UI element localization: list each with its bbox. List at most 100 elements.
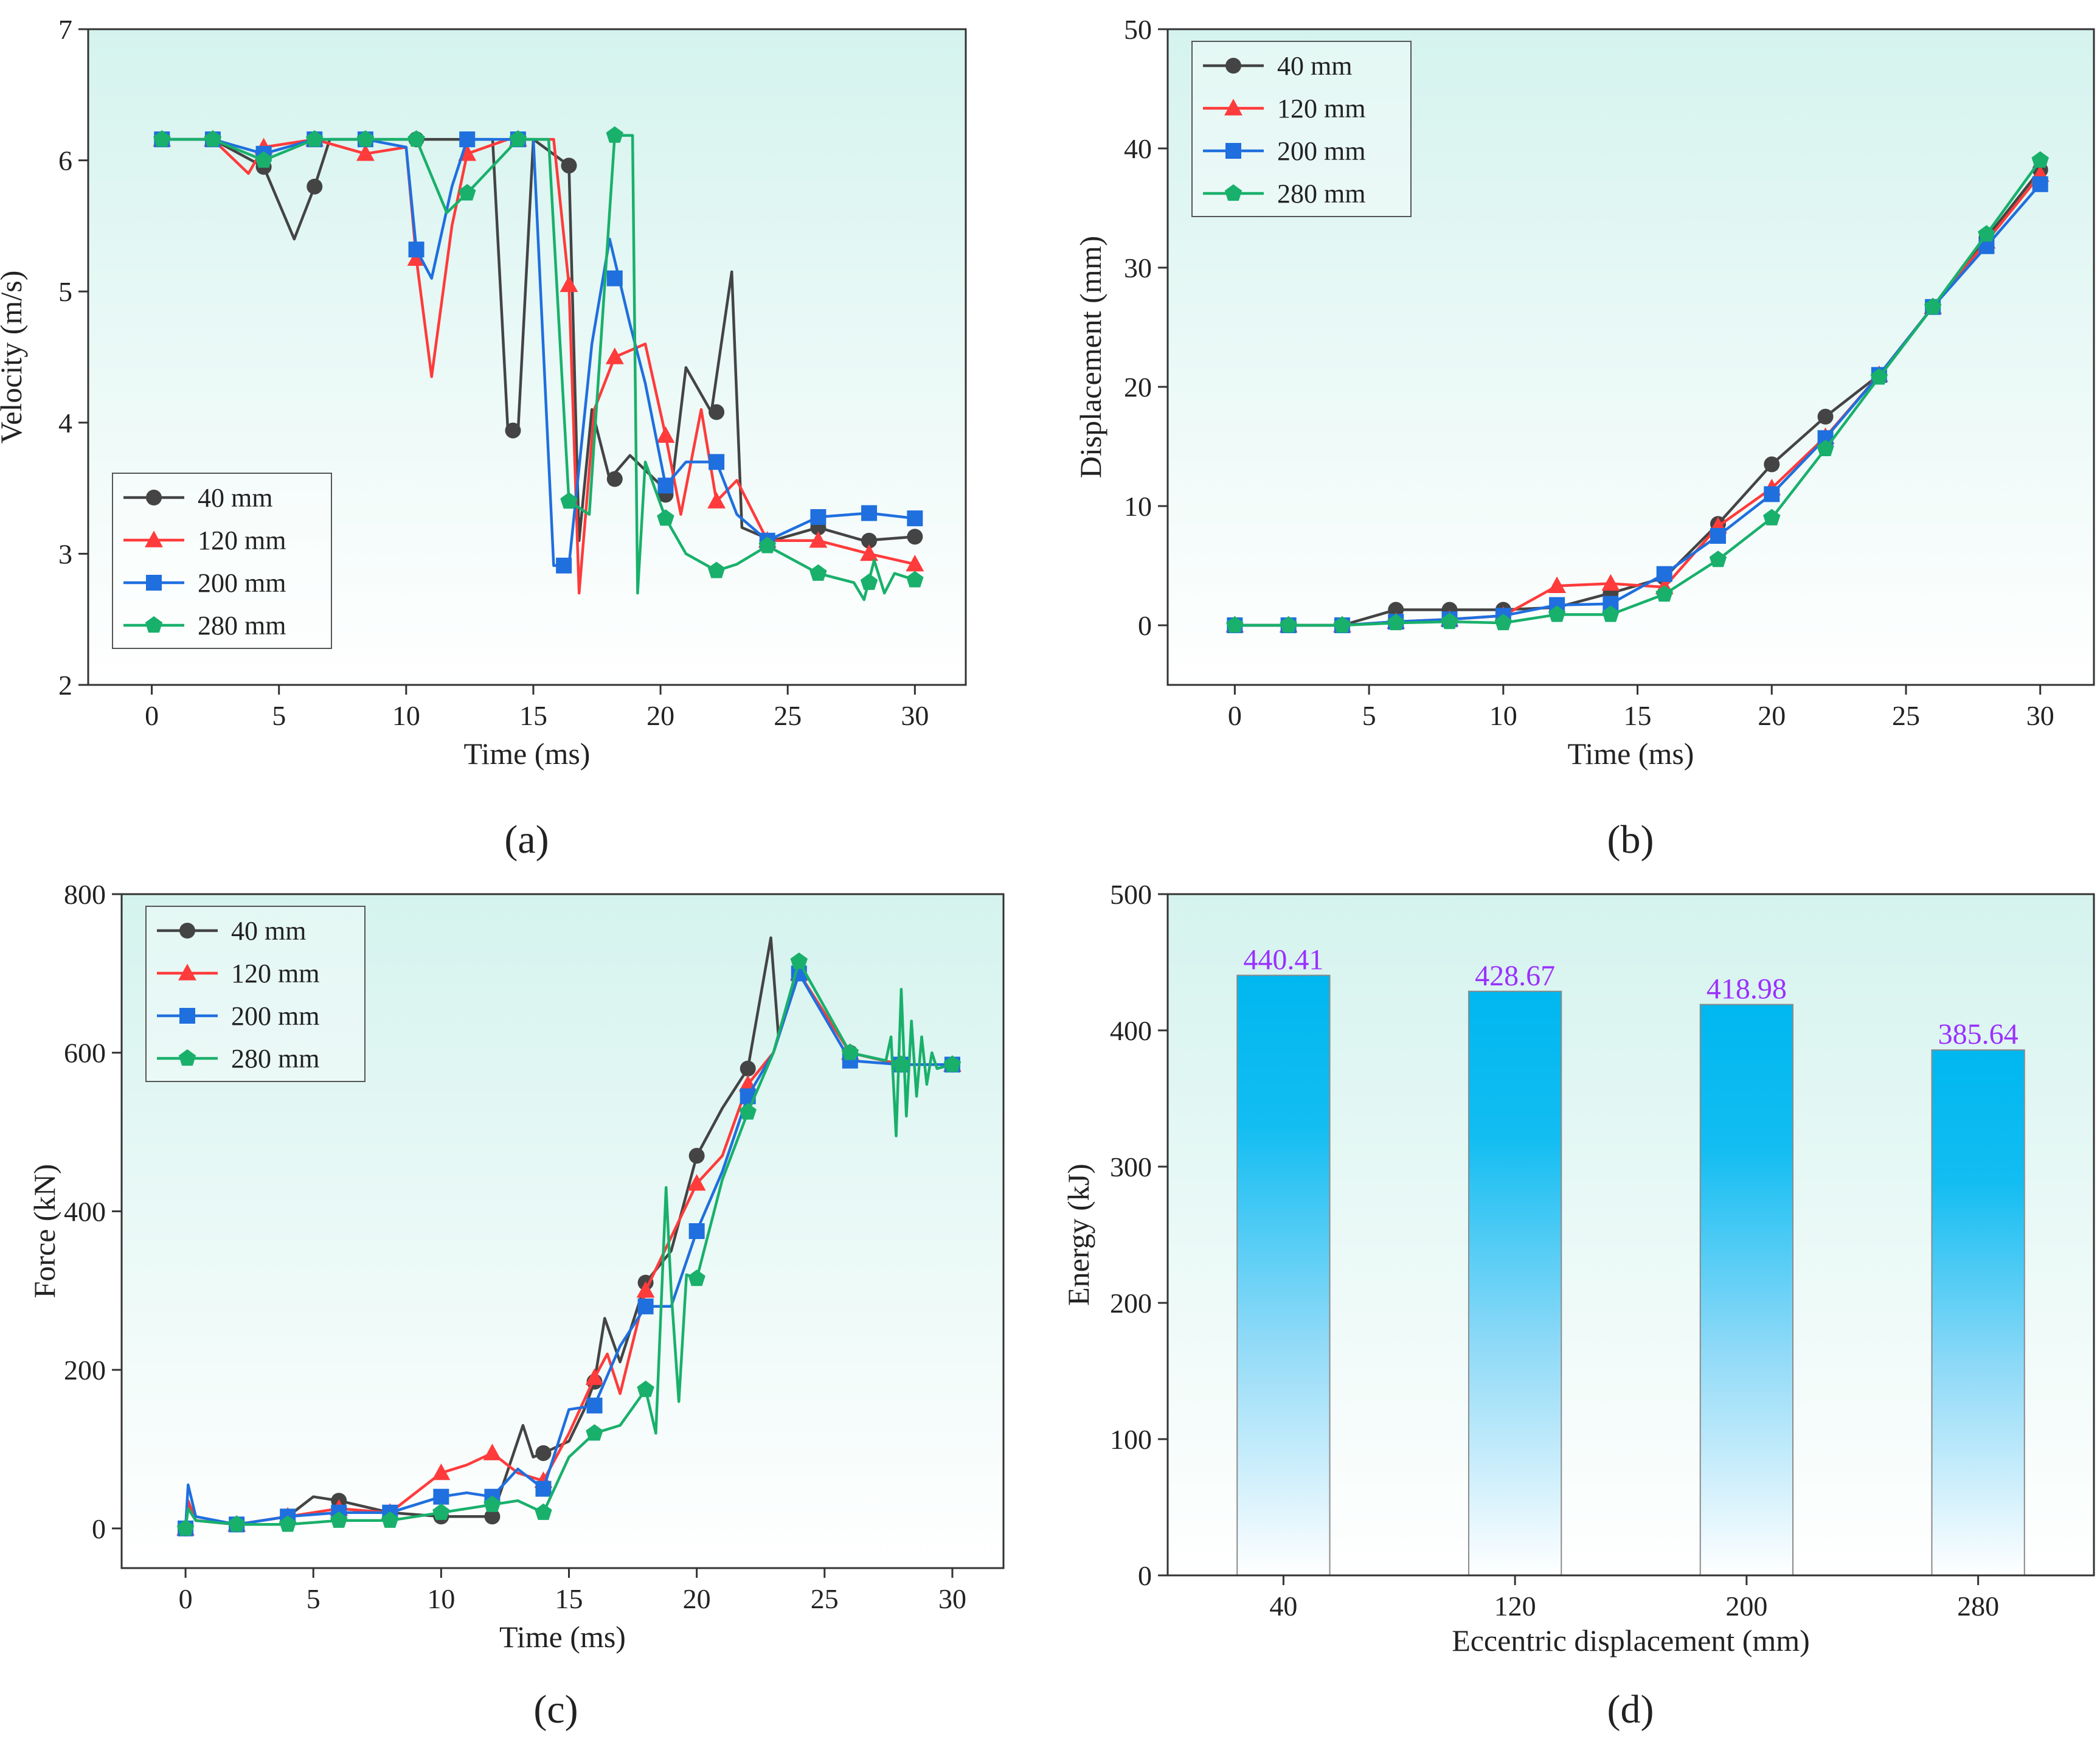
data-point (458, 184, 476, 201)
data-point (605, 347, 624, 364)
legend-entry: 120 mm (1277, 94, 1365, 123)
data-point (740, 1060, 756, 1077)
data-point (907, 529, 923, 545)
legend-marker (145, 530, 163, 547)
data-point (356, 130, 375, 147)
legend-entry: 120 mm (231, 959, 319, 988)
data-point (906, 555, 924, 572)
y-tick-label: 0 (92, 1513, 106, 1544)
data-point (459, 131, 476, 148)
axes-frame (1166, 28, 2095, 686)
bar-group-120: 428.67 (1468, 960, 1562, 1576)
legend-marker (178, 1049, 196, 1066)
legend-marker (146, 490, 162, 505)
legend-marker (178, 963, 196, 981)
data-point (637, 1298, 654, 1314)
data-point (688, 1269, 705, 1286)
data-point (687, 1174, 706, 1191)
y-tick-label: 800 (64, 879, 106, 910)
x-axis-title: Time (ms) (464, 737, 591, 771)
data-point (637, 1380, 654, 1397)
y-tick-label: 300 (1110, 1151, 1152, 1182)
data-point (656, 426, 675, 443)
data-point (1601, 574, 1620, 591)
x-tick-label: 200 (1725, 1591, 1767, 1622)
y-tick-label: 7 (58, 14, 72, 45)
data-point (407, 249, 426, 266)
data-point (505, 422, 521, 439)
bar-value-label: 428.67 (1475, 960, 1555, 992)
x-tick-label: 10 (392, 700, 420, 731)
panel-caption: (b) (1607, 817, 1654, 862)
bar (1699, 1004, 1794, 1576)
data-point (356, 144, 375, 161)
panel-energy-chart: 440.41 40 428.67 120 418.98 200 385.64 280 0 100 2… (1061, 879, 2095, 1732)
data-point (586, 1424, 603, 1441)
data-point (1655, 585, 1673, 602)
data-point (204, 130, 222, 147)
data-point (1441, 613, 1458, 630)
data-point (585, 1368, 604, 1385)
data-point (606, 270, 623, 286)
data-point (307, 178, 323, 195)
legend-entry: 280 mm (198, 611, 286, 640)
data-point (306, 130, 324, 147)
data-point (556, 557, 572, 574)
bar-group-200: 418.98 (1699, 973, 1794, 1576)
data-point (841, 1043, 859, 1060)
data-point (709, 404, 725, 420)
x-axis-title: Time (ms) (499, 1620, 626, 1654)
y-tick-label: 3 (58, 538, 72, 569)
data-point (535, 1503, 552, 1520)
y-tick-label: 40 (1124, 133, 1152, 164)
legend-entry: 200 mm (231, 1001, 319, 1031)
x-tick-label: 25 (774, 700, 802, 731)
legend-entry: 280 mm (1277, 179, 1365, 209)
x-tick-label: 15 (555, 1583, 583, 1614)
data-point (1494, 614, 1513, 631)
data-point (1709, 550, 1727, 568)
data-point (433, 1488, 449, 1505)
axes-frame (87, 28, 967, 686)
data-point (1387, 614, 1405, 631)
x-tick-label: 40 (1269, 1591, 1297, 1622)
series-line-40-mm (184, 936, 954, 1530)
data-point (636, 1281, 655, 1298)
legend-marker (179, 1008, 195, 1024)
data-point (561, 158, 577, 174)
y-tick-label: 2 (58, 670, 72, 701)
y-tick-label: 30 (1124, 252, 1152, 283)
legend-entry: 120 mm (198, 526, 286, 555)
y-tick-label: 0 (1138, 610, 1152, 641)
x-tick-label: 20 (646, 700, 674, 731)
data-point (586, 1397, 603, 1414)
bar (1931, 1049, 2025, 1576)
data-point (330, 1511, 348, 1528)
panel-force-chart: 0 5 10 15 20 25 30 0 200 400 600 800 Time (ms) Force … (27, 879, 1005, 1732)
panel-caption: (d) (1607, 1687, 1654, 1732)
y-tick-label: 6 (58, 145, 72, 176)
legend-marker (146, 575, 162, 591)
y-tick-label: 4 (58, 408, 72, 439)
y-tick-label: 400 (64, 1196, 106, 1227)
data-point (861, 532, 878, 549)
series-280-mm (1226, 151, 2049, 633)
y-axis-title: Displacement (mm) (1073, 236, 1107, 479)
y-axis-title: Velocity (m/s) (0, 271, 28, 444)
series-line-280-mm (1233, 159, 2042, 627)
data-point (1817, 439, 1834, 457)
x-tick-label: 5 (307, 1583, 321, 1614)
x-tick-label: 15 (519, 700, 547, 731)
series-280-mm (153, 126, 924, 602)
panel-displacement-chart: 0 5 10 15 20 25 30 0 10 20 30 40 50 Time (ms) Displace… (1073, 14, 2095, 862)
legend: 40 mm 120 mm 200 mm 280 mm (145, 906, 366, 1082)
data-point (153, 130, 171, 147)
x-tick-label: 15 (1624, 700, 1652, 731)
legend: 40 mm 120 mm 200 mm 280 mm (112, 473, 332, 649)
y-axis-title: Force (kN) (27, 1164, 61, 1299)
data-point (1764, 456, 1780, 473)
y-tick-label: 600 (64, 1038, 106, 1069)
x-tick-label: 0 (1228, 700, 1242, 731)
x-tick-label: 5 (272, 700, 286, 731)
data-point (1978, 225, 1995, 242)
